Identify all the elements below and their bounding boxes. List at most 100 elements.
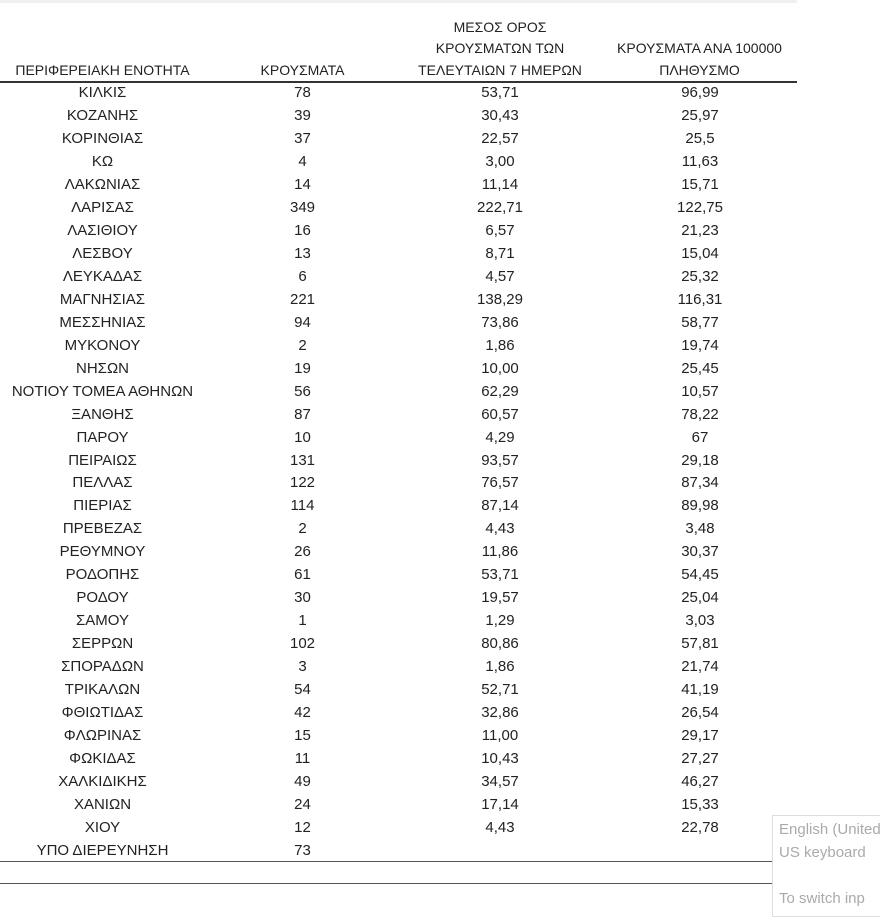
cell-7day-average: 1,86 bbox=[485, 336, 515, 354]
cell-7day-average: 10,43 bbox=[481, 750, 519, 768]
cell-per-100000: 3,03 bbox=[685, 612, 715, 630]
table-row: ΞΑΝΘΗΣ 87 60,57 78,22 bbox=[0, 406, 797, 429]
header-per-100000: ΚΡΟΥΣΜΑΤΑ ΑΝΑ 100000 ΠΛΗΘΥΣΜΟ bbox=[597, 38, 802, 81]
cell-per-100000: 122,75 bbox=[677, 198, 723, 216]
cell-7day-average: 60,57 bbox=[481, 405, 519, 423]
cell-cases: 30 bbox=[294, 589, 311, 607]
cell-region: ΛΑΚΩΝΙΑΣ bbox=[64, 175, 141, 193]
cell-7day-average: 4,57 bbox=[485, 267, 515, 285]
table-row: ΜΥΚΟΝΟΥ 2 1,86 19,74 bbox=[0, 337, 797, 360]
cell-per-100000: 11,63 bbox=[681, 152, 719, 170]
header-divider bbox=[0, 81, 797, 83]
cell-region: ΝΗΣΩΝ bbox=[76, 359, 129, 377]
table-row: ΠΕΛΛΑΣ 122 76,57 87,34 bbox=[0, 474, 797, 497]
table-row: ΛΑΡΙΣΑΣ 349 222,71 122,75 bbox=[0, 199, 797, 222]
header-7day-average: ΜΕΣΟΣ ΟΡΟΣ ΚΡΟΥΣΜΑΤΩΝ ΤΩΝ ΤΕΛΕΥΤΑΙΩΝ 7 ΗΜΕ… bbox=[410, 17, 590, 82]
cell-per-100000: 54,45 bbox=[681, 566, 719, 584]
cell-per-100000: 29,18 bbox=[681, 451, 719, 469]
cell-cases: 12 bbox=[294, 819, 311, 837]
cell-per-100000: 30,37 bbox=[681, 543, 719, 561]
cell-7day-average: 19,57 bbox=[481, 589, 519, 607]
table-row: ΚΟΖΑΝΗΣ 39 30,43 25,97 bbox=[0, 107, 797, 130]
cell-per-100000: 10,57 bbox=[681, 382, 719, 400]
cell-region: ΦΛΩΡΙΝΑΣ bbox=[63, 727, 142, 745]
cell-cases: 1 bbox=[298, 612, 307, 630]
cell-per-100000: 89,98 bbox=[681, 497, 719, 515]
cell-cases: 221 bbox=[289, 290, 316, 308]
table-row: ΦΘΙΩΤΙΔΑΣ 42 32,86 26,54 bbox=[0, 704, 797, 727]
cell-region: ΝΟΤΙΟΥ ΤΟΜΕΑ ΑΘΗΝΩΝ bbox=[11, 382, 194, 400]
cell-region: ΣΕΡΡΩΝ bbox=[71, 635, 134, 653]
header-line: ΜΕΣΟΣ ΟΡΟΣ bbox=[453, 18, 547, 35]
cell-per-100000: 57,81 bbox=[681, 635, 719, 653]
cell-per-100000: 21,23 bbox=[681, 221, 719, 239]
header-line: ΚΡΟΥΣΜΑΤΑ ΑΝΑ 100000 bbox=[617, 40, 782, 56]
cell-7day-average: 52,71 bbox=[481, 681, 519, 699]
cell-per-100000: 78,22 bbox=[681, 405, 719, 423]
cell-per-100000: 67 bbox=[691, 428, 709, 446]
switch-hint: To switch inp bbox=[779, 890, 865, 907]
cell-7day-average: 138,29 bbox=[477, 290, 523, 308]
header-line: ΠΛΗΘΥΣΜΟ bbox=[659, 61, 740, 78]
header-line: ΚΡΟΥΣΜΑΤΑ bbox=[260, 61, 345, 78]
cell-per-100000: 19,74 bbox=[681, 336, 719, 354]
table-row: ΜΕΣΣΗΝΙΑΣ 94 73,86 58,77 bbox=[0, 314, 797, 337]
cell-region: ΠΑΡΟΥ bbox=[76, 428, 129, 446]
cell-per-100000: 25,04 bbox=[681, 589, 719, 607]
cell-per-100000: 27,27 bbox=[681, 750, 719, 768]
cell-per-100000: 21,74 bbox=[681, 658, 719, 676]
cell-cases: 37 bbox=[294, 129, 311, 147]
header-cases: ΚΡΟΥΣΜΑΤΑ bbox=[250, 60, 355, 82]
table-row: ΚΙΛΚΙΣ 78 53,71 96,99 bbox=[0, 84, 797, 107]
table-row: ΛΕΥΚΑΔΑΣ 6 4,57 25,32 bbox=[0, 268, 797, 291]
header-region: ΠΕΡΙΦΕΡΕΙΑΚΗ ΕΝΟΤΗΤΑ bbox=[0, 60, 205, 82]
cell-cases: 24 bbox=[294, 796, 311, 814]
table-row: ΡΟΔΟΥ 30 19,57 25,04 bbox=[0, 589, 797, 612]
cell-7day-average: 11,14 bbox=[481, 175, 519, 193]
cell-7day-average: 87,14 bbox=[481, 497, 519, 515]
cell-cases: 94 bbox=[294, 313, 311, 331]
table-row: ΡΕΘΥΜΝΟΥ 26 11,86 30,37 bbox=[0, 543, 797, 566]
cell-cases: 42 bbox=[294, 704, 311, 722]
table-row: ΠΑΡΟΥ 10 4,29 67 bbox=[0, 429, 797, 452]
cell-per-100000: 29,17 bbox=[681, 727, 719, 745]
cell-7day-average: 10,00 bbox=[481, 359, 519, 377]
cell-7day-average: 53,71 bbox=[481, 84, 519, 101]
cell-7day-average: 53,71 bbox=[481, 566, 519, 584]
cell-region: ΚΩ bbox=[91, 152, 114, 170]
cell-per-100000: 15,04 bbox=[681, 244, 719, 262]
cell-region: ΥΠΟ ΔΙΕΡΕΥΝΗΣΗ bbox=[36, 842, 169, 859]
table-row: ΛΕΣΒΟΥ 13 8,71 15,04 bbox=[0, 245, 797, 268]
cell-7day-average: 34,57 bbox=[481, 773, 519, 791]
table-row: ΜΑΓΝΗΣΙΑΣ 221 138,29 116,31 bbox=[0, 291, 797, 314]
cell-7day-average: 62,29 bbox=[481, 382, 519, 400]
table-row: ΣΕΡΡΩΝ 102 80,86 57,81 bbox=[0, 635, 797, 658]
header-line: ΚΡΟΥΣΜΑΤΩΝ ΤΩΝ bbox=[435, 40, 565, 56]
table-row: ΡΟΔΟΠΗΣ 61 53,71 54,45 bbox=[0, 566, 797, 589]
cell-per-100000: 15,71 bbox=[681, 175, 719, 193]
cell-region: ΚΙΛΚΙΣ bbox=[78, 84, 127, 101]
table-row: ΧΙΟΥ 12 4,43 22,78 bbox=[0, 819, 797, 842]
table-row: ΠΕΙΡΑΙΩΣ 131 93,57 29,18 bbox=[0, 452, 797, 475]
cell-region: ΡΟΔΟΠΗΣ bbox=[65, 566, 140, 584]
cell-region: ΧΙΟΥ bbox=[84, 819, 121, 837]
cell-cases: 349 bbox=[289, 198, 316, 216]
cell-7day-average: 1,86 bbox=[485, 658, 515, 676]
cell-7day-average: 8,71 bbox=[485, 244, 515, 262]
cell-region: ΜΑΓΝΗΣΙΑΣ bbox=[59, 290, 146, 308]
table-row: ΝΗΣΩΝ 19 10,00 25,45 bbox=[0, 360, 797, 383]
cell-per-100000: 3,48 bbox=[685, 520, 715, 538]
cell-cases: 122 bbox=[289, 474, 316, 492]
cell-7day-average: 222,71 bbox=[477, 198, 523, 216]
cell-7day-average: 30,43 bbox=[481, 106, 519, 124]
cell-region: ΤΡΙΚΑΛΩΝ bbox=[64, 681, 141, 699]
table-row: ΛΑΣΙΘΙΟΥ 16 6,57 21,23 bbox=[0, 222, 797, 245]
cell-cases: 16 bbox=[294, 221, 311, 239]
table-row: ΥΠΟ ΔΙΕΡΕΥΝΗΣΗ 73 bbox=[0, 842, 797, 865]
input-language-tooltip: English (United US keyboard To switch in… bbox=[772, 815, 880, 917]
cell-7day-average: 11,86 bbox=[481, 543, 519, 561]
header-line: ΤΕΛΕΥΤΑΙΩΝ 7 ΗΜΕΡΩΝ bbox=[418, 61, 582, 78]
cell-cases: 19 bbox=[294, 359, 311, 377]
cell-per-100000: 25,32 bbox=[681, 267, 719, 285]
table-row: ΣΑΜΟΥ 1 1,29 3,03 bbox=[0, 612, 797, 635]
